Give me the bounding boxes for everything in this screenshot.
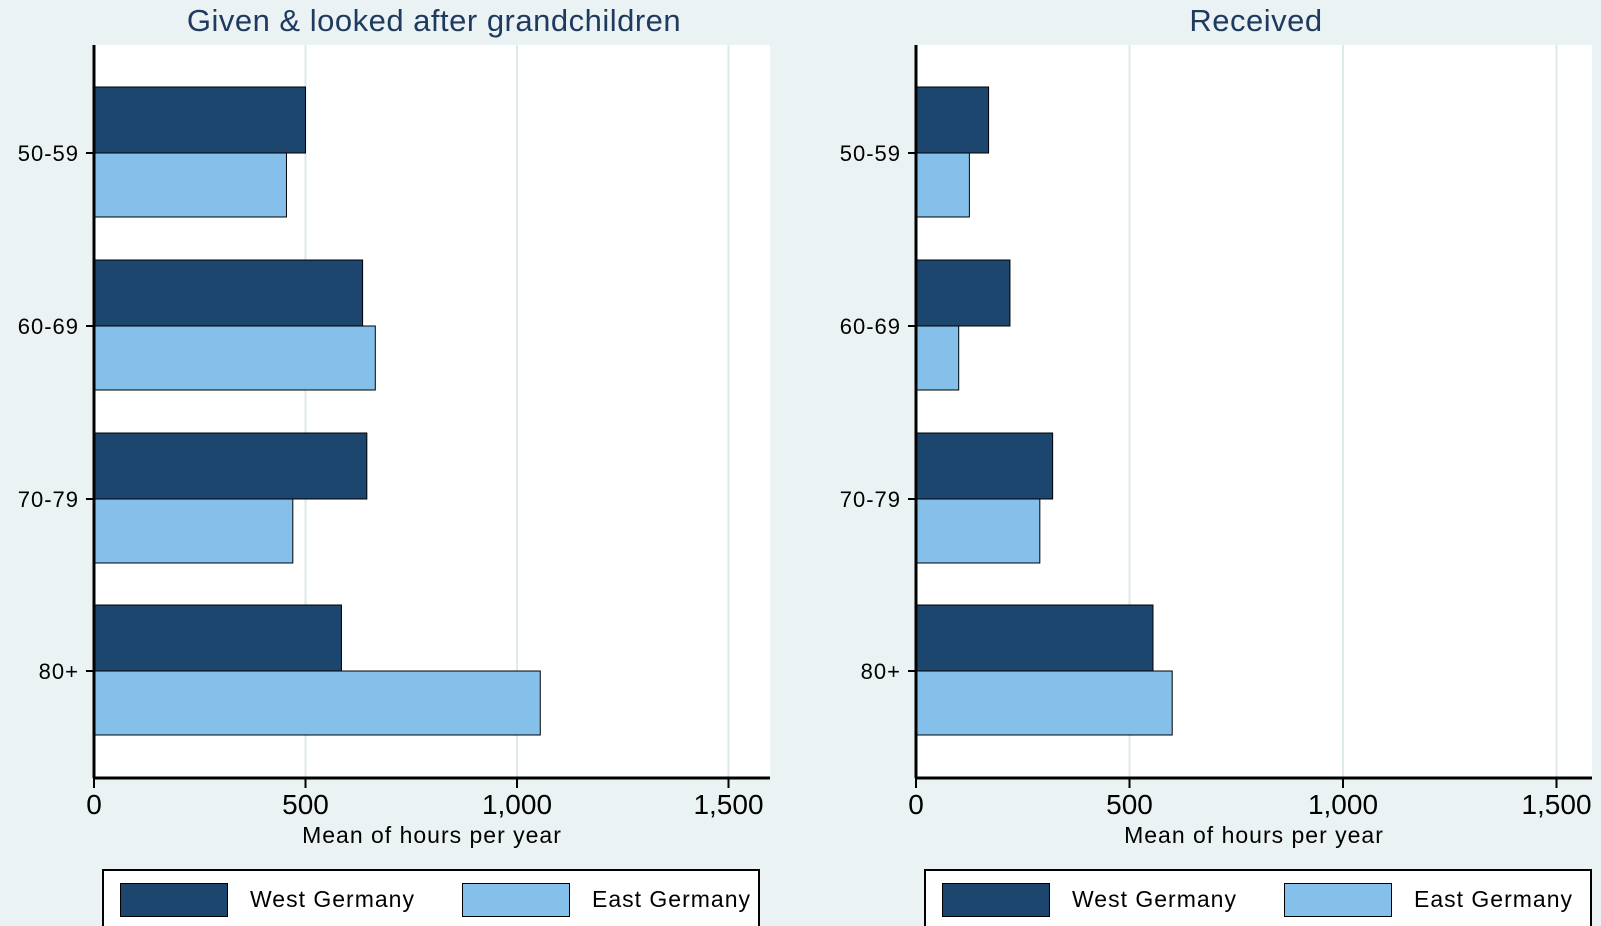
y-tick-label: 50-59 — [18, 141, 79, 166]
bar-west-80+ — [915, 604, 1154, 672]
right-panel-title: Received — [1189, 3, 1323, 38]
y-tick-label: 70-79 — [18, 487, 79, 512]
y-tick-label: 80+ — [861, 659, 901, 684]
x-tick-label: 0 — [908, 789, 924, 820]
x-tick-label: 1,500 — [1521, 789, 1591, 820]
bar-east-70-79 — [915, 498, 1041, 564]
left-panel-title: Given & looked after grandchildren — [186, 3, 682, 38]
y-tick-label: 60-69 — [18, 314, 79, 339]
panel-given: 50-59 60-69 70-79 80+ 0 500 1,000 1,500 Mean of … — [18, 45, 770, 848]
bar-east-60-69 — [93, 325, 376, 391]
y-tick-label: 80+ — [39, 659, 79, 684]
legend-label-east: East Germany — [592, 886, 751, 912]
bar-west-50-59 — [915, 86, 990, 154]
bar-east-50-59 — [93, 152, 287, 218]
bar-west-70-79 — [93, 432, 368, 500]
legend-label-west: West Germany — [250, 886, 415, 912]
x-axis-title: Mean of hours per year — [1124, 822, 1384, 848]
y-tick-label: 60-69 — [840, 314, 901, 339]
x-tick-label: 1,000 — [482, 789, 552, 820]
legend-swatch-east — [1284, 883, 1392, 917]
y-tick-label: 50-59 — [840, 141, 901, 166]
bar-west-50-59 — [93, 86, 306, 154]
x-tick-label: 1,000 — [1308, 789, 1378, 820]
x-axis-title: Mean of hours per year — [302, 822, 562, 848]
legend-label-east: East Germany — [1414, 886, 1573, 912]
right-legend: West Germany East Germany — [924, 869, 1592, 926]
bar-east-50-59 — [915, 152, 970, 218]
legend-swatch-west — [120, 883, 228, 917]
bar-west-70-79 — [915, 432, 1054, 500]
panel-received: 50-59 60-69 70-79 80+ 0 500 1,000 1,500 Mean of … — [840, 45, 1592, 848]
bar-east-80+ — [915, 670, 1173, 736]
bar-east-70-79 — [93, 498, 294, 564]
bar-east-60-69 — [915, 325, 960, 391]
bar-west-80+ — [93, 604, 342, 672]
legend-label-west: West Germany — [1072, 886, 1237, 912]
x-tick-label: 500 — [1106, 789, 1153, 820]
bar-east-80+ — [93, 670, 541, 736]
y-tick-label: 70-79 — [840, 487, 901, 512]
x-tick-label: 1,500 — [693, 789, 763, 820]
legend-swatch-west — [942, 883, 1050, 917]
left-legend: West Germany East Germany — [102, 869, 760, 926]
x-tick-label: 0 — [86, 789, 102, 820]
bar-west-60-69 — [915, 259, 1011, 327]
x-tick-label: 500 — [282, 789, 329, 820]
legend-swatch-east — [462, 883, 570, 917]
bar-west-60-69 — [93, 259, 364, 327]
